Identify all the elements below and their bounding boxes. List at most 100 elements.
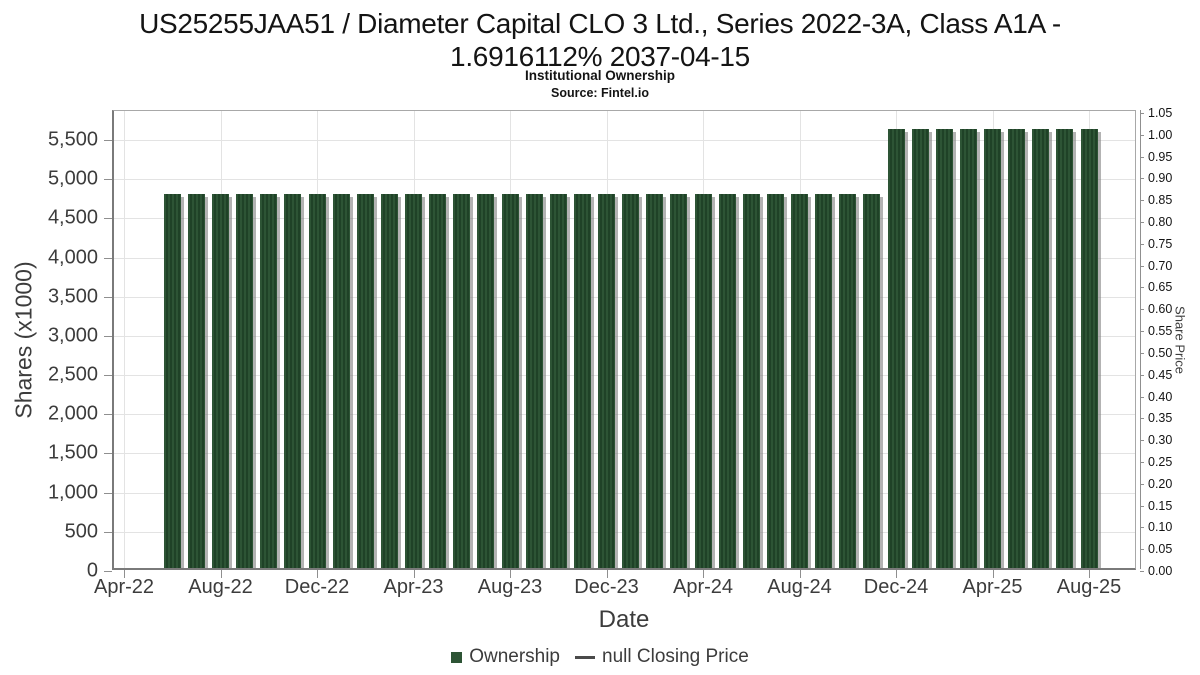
x-axis-tick [606,570,608,578]
ownership-bar [911,129,929,568]
x-axis-tick-label: Apr-22 [93,576,155,598]
ownership-bar [646,193,664,568]
y-axis-tick-left [104,453,112,455]
legend-label-ownership: Ownership [469,646,561,667]
y-axis-tick-label-right: 0.00 [1148,564,1173,578]
x-axis-tick [413,570,415,578]
y-axis-tick-left [104,296,112,298]
y-axis-tick-left [104,531,112,533]
y-axis-tick-label-right: 0.85 [1148,193,1173,208]
y-axis-tick-right [1140,527,1144,529]
x-axis-tick [220,570,222,578]
y-axis-tick-right [1140,461,1144,463]
y-axis-tick-label-left: 2,000 [47,402,98,425]
x-axis-title: Date [598,606,650,633]
y-axis-tick-right [1140,331,1144,333]
y-axis-tick-right [1140,396,1144,398]
y-axis-tick-right [1140,243,1144,245]
y-axis-tick-left [104,414,112,416]
ownership-bar [694,193,712,568]
x-axis-tick-label: Apr-23 [383,576,444,598]
y-axis-tick-label-right: 0.15 [1148,498,1173,513]
y-axis-tick-label-left: 3,500 [47,285,98,308]
y-axis-tick-right [1140,440,1144,442]
y-axis-tick-left [104,257,112,259]
plot-canvas [114,111,1135,568]
y-axis-tick-label-right: 0.05 [1148,542,1173,557]
ownership-bar [549,193,567,568]
x-axis-tick [992,570,994,578]
ownership-bar [863,193,881,568]
y-axis-title-right: Share Price [1172,306,1188,374]
y-axis-tick-right [1140,352,1144,354]
ownership-bar [284,193,302,568]
horizontal-gridline [114,179,1135,181]
x-axis-tick [317,570,318,578]
vertical-gridline [124,111,125,568]
ownership-bar [405,193,422,568]
ownership-bar [308,193,326,568]
chart-source: Source: Fintel.io [551,86,649,100]
plot-area: 0 500 1,000 1,500 2,000 2,500 3,000 3,500 4,000 4… [48,106,1172,598]
y-axis-tick-right [1140,483,1144,485]
y-axis-tick-label-right: 0.60 [1148,302,1173,317]
y-axis-tick-label-right: 0.75 [1148,236,1173,251]
legend-item-ownership: Ownership [451,646,560,668]
ownership-bar [887,129,905,568]
ownership-bar [356,193,374,568]
ownership-bar [1056,129,1074,568]
ownership-bar [1080,129,1098,568]
legend-label-closing-price: null Closing Price [602,646,749,667]
y-axis-tick-left [104,335,112,337]
ownership-bar [453,193,471,568]
y-axis-tick-label-right: 0.20 [1148,476,1173,491]
x-axis-tick-label: Apr-24 [672,576,734,598]
x-axis-tick-label: Dec-23 [574,576,639,598]
ownership-bar [839,193,857,568]
y-axis-tick-right [1140,374,1144,376]
y-axis-tick-label-right: 0.25 [1148,454,1173,469]
ownership-bar [187,193,205,568]
chart-title-line1: US25255JAA51 / Diameter Capital CLO 3 Lt… [139,8,1061,39]
y-axis-tick-label-left: 4,000 [47,246,98,269]
x-axis-tick [896,570,897,578]
y-axis-tick-right [1140,222,1144,224]
horizontal-gridline [114,139,1135,141]
y-axis-tick-right [1140,418,1144,420]
y-axis-tick-left [104,571,112,572]
x-axis-tick-label: Aug-24 [767,576,832,598]
y-axis-tick-label-left: 1,500 [47,441,98,464]
ownership-bar [212,193,229,568]
chart-title-line2: 1.6916112% 2037-04-15 [450,41,750,72]
x-axis-tick [124,570,125,578]
x-axis-tick-label: Apr-25 [962,576,1023,598]
legend: Ownership null Closing Price [0,646,1200,668]
ownership-bar [429,193,447,568]
y-axis-tick-label-right: 0.40 [1148,389,1173,404]
ownership-bar [1032,129,1050,568]
x-axis-tick [1089,570,1090,578]
ownership-bar [959,129,977,568]
ownership-bar [766,193,784,568]
ownership-bar [742,193,760,568]
y-axis-tick-label-right: 0.30 [1148,433,1173,448]
chart-subtitle: Institutional Ownership [524,68,675,83]
ownership-bar [984,129,1001,568]
y-axis-tick-label-right: 0.90 [1148,171,1173,186]
y-axis-tick-label-right: 0.65 [1148,280,1173,295]
y-axis-tick-left [104,139,112,141]
y-axis-tick-right [1140,505,1144,507]
y-axis-tick-left [104,218,112,220]
x-axis-tick-label: Aug-23 [477,576,543,598]
y-axis-tick-label-right: 0.70 [1148,258,1173,273]
ownership-bar [525,193,543,568]
y-axis-tick-label-left: 3,000 [47,324,98,347]
ownership-bar [815,193,833,568]
ownership-bar [163,193,181,568]
ownership-square-icon [451,651,463,663]
right-axis-spine [1140,110,1141,569]
y-axis-tick-right [1140,200,1144,202]
y-axis-tick-label-right: 0.55 [1148,324,1173,339]
ownership-bar [380,193,398,568]
x-axis-tick [799,570,801,578]
